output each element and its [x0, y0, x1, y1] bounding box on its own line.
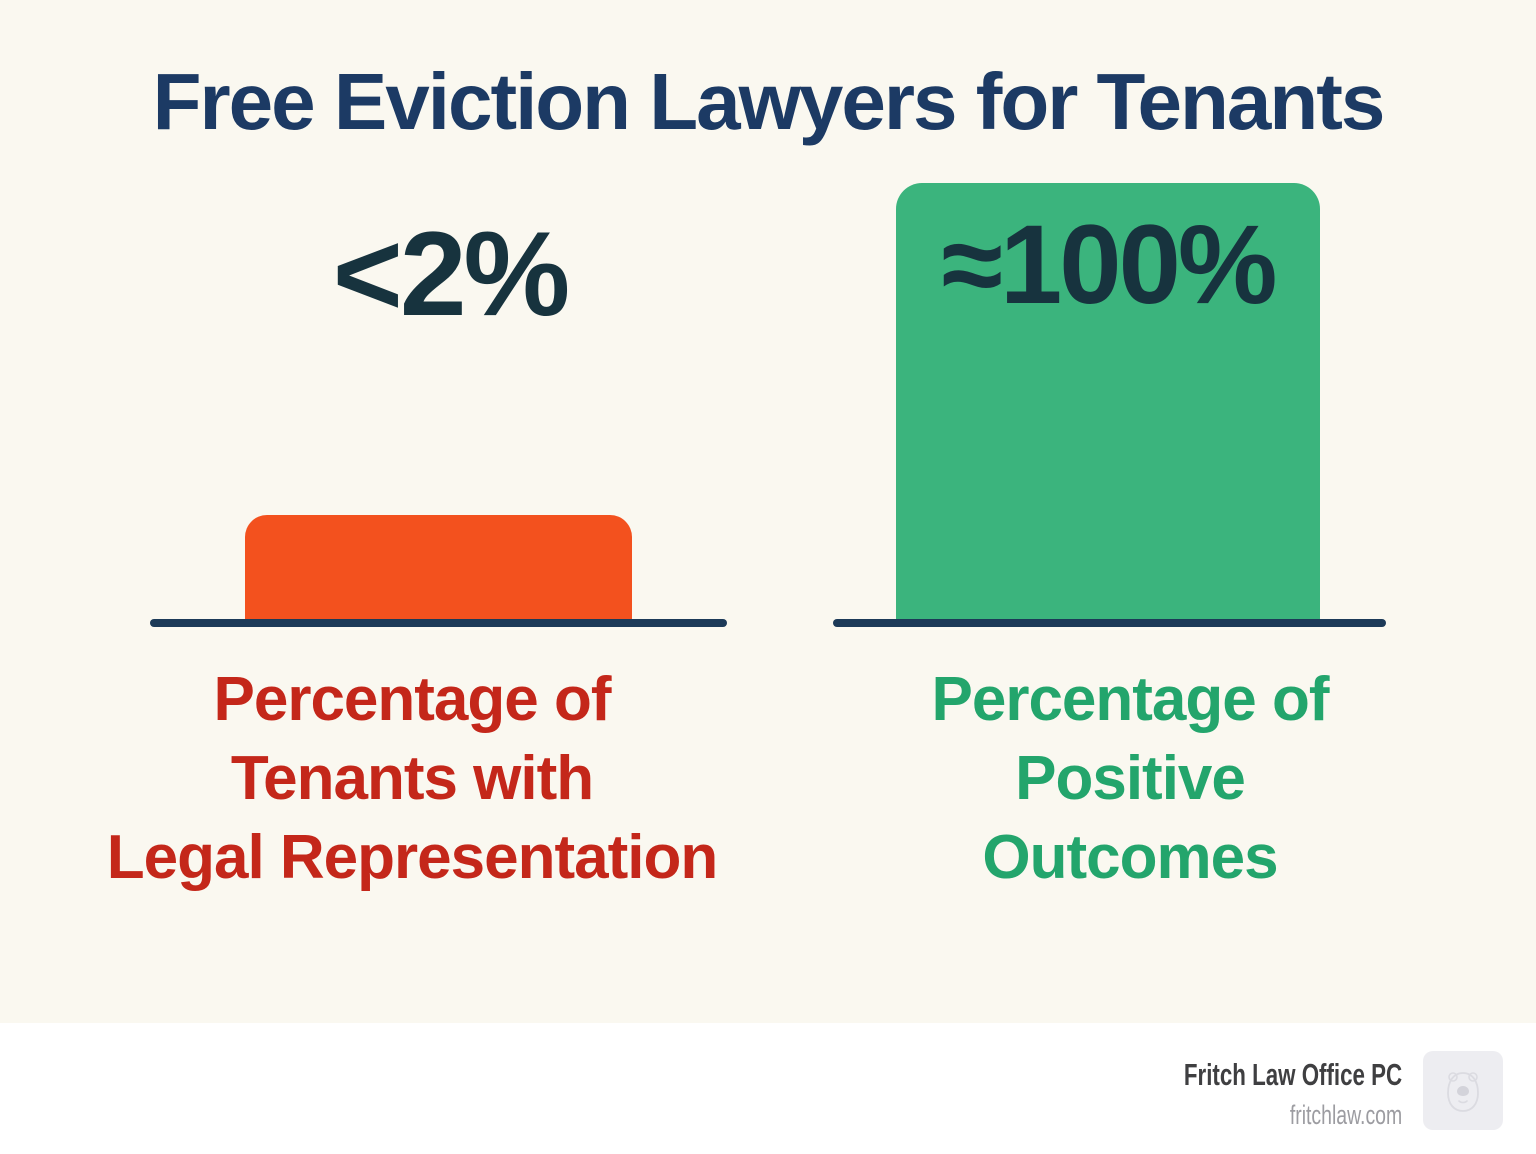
chart-title: Free Eviction Lawyers for Tenants — [152, 57, 1386, 146]
right-category-label: Percentage of Positive Outcomes — [838, 660, 1422, 897]
right-baseline-axis — [833, 619, 1386, 627]
logo-box — [1423, 1051, 1503, 1130]
left-baseline-axis — [150, 619, 727, 627]
mascot-bear-icon — [1447, 1071, 1479, 1112]
right-category-line-1: Percentage of — [931, 665, 1329, 734]
brand-domain: fritchlaw.com — [1289, 1100, 1402, 1130]
brand-block: Fritch Law Office PC fritchlaw.com — [1184, 1057, 1402, 1131]
left-value-label: <2% — [332, 207, 571, 341]
right-category-line-2: Positive — [1015, 744, 1246, 813]
left-bar — [245, 515, 632, 627]
right-value-label: ≈100% — [941, 202, 1278, 327]
left-category-line-2: Tenants with — [230, 744, 594, 813]
footer: Fritch Law Office PC fritchlaw.com — [0, 1023, 1536, 1154]
right-category-line-3: Outcomes — [982, 823, 1278, 892]
brand-name: Fritch Law Office PC — [1183, 1057, 1402, 1092]
left-category-label: Percentage of Tenants with Legal Represe… — [0, 660, 824, 897]
left-category-line-1: Percentage of — [213, 665, 611, 734]
right-bar: ≈100% — [896, 183, 1320, 627]
left-category-line-3: Legal Representation — [106, 823, 718, 892]
